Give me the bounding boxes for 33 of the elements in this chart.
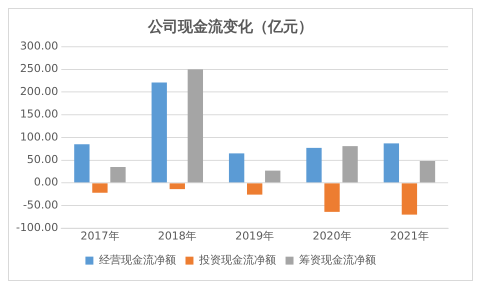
bar (228, 153, 244, 182)
bar (152, 82, 167, 182)
x-tick-label: 2021年 (390, 230, 429, 243)
y-tick-label: 250.00 (20, 62, 58, 76)
legend-label: 筹资现金流净额 (298, 253, 376, 266)
legend-label: 经营现金流净额 (98, 253, 176, 266)
y-tick-label: 300.00 (20, 40, 58, 53)
bar (246, 183, 262, 195)
bar (170, 183, 185, 190)
x-tick-label: 2020年 (312, 230, 352, 243)
chart-title: 公司现金流变化（亿元） (146, 18, 314, 36)
y-tick-label: -50.00 (22, 198, 58, 212)
x-tick-label: 2019年 (235, 230, 274, 243)
bar (342, 146, 358, 182)
x-tick-label: 2017年 (80, 230, 120, 243)
x-tick-label: 2018年 (158, 230, 197, 243)
y-tick-label: 150.00 (20, 108, 58, 121)
y-tick-label: 100.00 (20, 130, 58, 144)
bar (265, 170, 280, 182)
bar (384, 143, 400, 182)
bar (92, 183, 108, 193)
bar (420, 161, 436, 182)
bar (188, 69, 204, 182)
legend-label: 投资现金流净额 (198, 253, 276, 266)
y-tick-label: 0.00 (34, 176, 58, 189)
y-tick-label: 200.00 (20, 84, 58, 98)
bar (402, 183, 418, 215)
bar (110, 166, 126, 182)
bar (324, 183, 340, 212)
y-tick-label: 50.00 (26, 152, 58, 166)
y-tick-label: -100.00 (16, 221, 58, 234)
bar (74, 144, 90, 182)
bar (306, 148, 322, 182)
